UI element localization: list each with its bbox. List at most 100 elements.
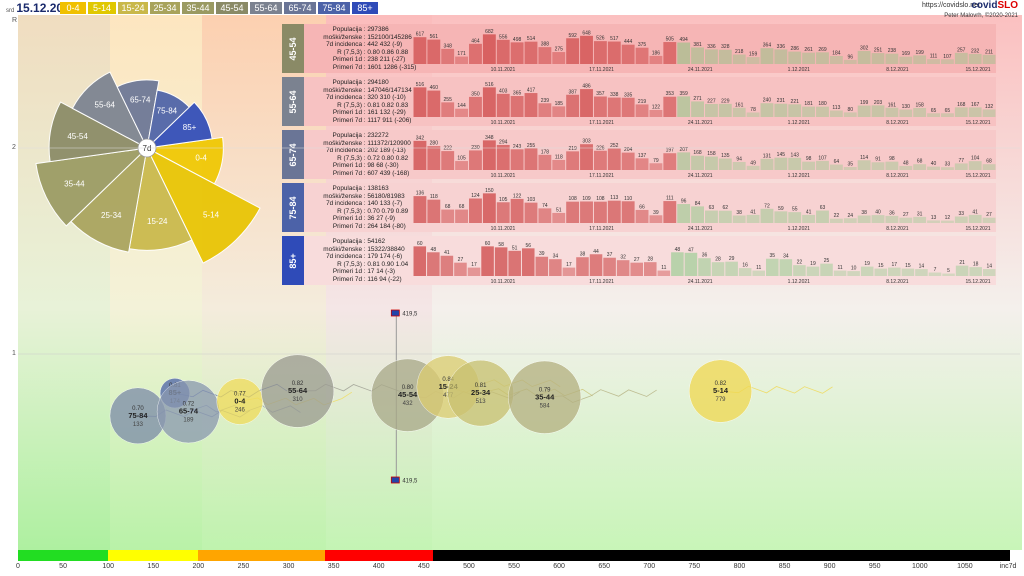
panel-bar (732, 215, 746, 223)
panel-bar-label: 36 (702, 253, 708, 259)
panel-bar-label: 180 (818, 101, 827, 107)
panel-bar-label: 51 (556, 207, 562, 213)
age-button-0-4[interactable]: 0-4 (60, 2, 86, 14)
panel-bar (857, 160, 871, 170)
panel-bar-label: 335 (624, 92, 633, 98)
stat-row: Primeri 1d : 17 14 (-3) (306, 268, 410, 276)
age-button-55-64[interactable]: 55-64 (250, 2, 282, 14)
panel-stats-65-74: Populacija : 232272 moški/ženske : 111372… (306, 132, 411, 178)
panel-tag-label: 85+ (288, 252, 298, 269)
panel-bar (913, 216, 927, 223)
panel-bar (885, 107, 899, 117)
panel-bar-label: 219 (568, 146, 577, 152)
panel-bar (603, 257, 616, 276)
panel-stats-75-84: Populacija : 138163 moški/ženske : 56180/… (306, 185, 410, 231)
panel-bar-label: 68 (986, 159, 992, 165)
stat-row: R (7,5,3) : 0.81 0.90 1.04 (306, 261, 410, 269)
panel-bar-label: 17 (566, 262, 572, 268)
stat-key: Primeri 7d (332, 275, 362, 283)
panel-bar-label: 56 (525, 243, 531, 249)
stat-key: Primeri 1d (332, 215, 362, 223)
stat-value: : 0.81 0.90 1.04 (362, 260, 409, 268)
stat-key: moški/ženske (323, 33, 362, 41)
panel-bar-label: 144 (457, 103, 466, 109)
stat-key: 7d incidenca (326, 41, 362, 49)
panel-tag-65-74[interactable]: 65-74 (282, 130, 304, 179)
stat-value: : 0.81 0.82 0.83 (362, 101, 409, 109)
rose-label-85+: 85+ (183, 123, 197, 132)
age-button-35-44[interactable]: 35-44 (182, 2, 214, 14)
panel-bar (580, 89, 593, 117)
stat-value: : 161 132 (-29) (362, 109, 406, 117)
stat-key: Primeri 1d (332, 162, 362, 170)
stat-key: moški/ženske (323, 86, 362, 94)
panel-bar (913, 107, 927, 117)
panel-bar-label: 111 (930, 54, 938, 60)
panel-bar-label: 204 (624, 147, 633, 153)
age-button-45-54[interactable]: 45-54 (216, 2, 248, 14)
panel-bar-label: 348 (444, 43, 453, 49)
panel-bar-label: 207 (680, 147, 689, 153)
panel-bar-label: 184 (832, 51, 841, 57)
age-button-65-74[interactable]: 65-74 (284, 2, 316, 14)
panel-bar-label: 168 (693, 150, 702, 156)
stat-value: : 264 184 (-80) (362, 222, 406, 230)
panel-bar (427, 199, 441, 223)
panel-bar (915, 269, 928, 276)
panel-bar (576, 257, 589, 276)
panel-bar-label: 231 (777, 98, 786, 104)
site-url[interactable]: https://covidslo.net (922, 2, 980, 9)
panel-bar-label: 84 (695, 201, 701, 207)
panel-bar (621, 201, 635, 223)
panel-tag-85+[interactable]: 85+ (282, 236, 304, 285)
panel-stats-45-54: Populacija : 297386 moški/ženske : 152100… (306, 26, 416, 72)
panel-bar (788, 51, 802, 64)
panel-bar (469, 198, 482, 223)
panel-bar-label: 199 (915, 50, 924, 56)
panel-bar-label: 145 (777, 152, 786, 158)
panel-tag-45-54[interactable]: 45-54 (282, 24, 304, 73)
panel-bar-label: 197 (666, 148, 675, 154)
panel-bar (843, 112, 857, 117)
panel-bar-label: 44 (593, 249, 599, 255)
stat-value: : 1601 1286 (-315) (362, 63, 417, 71)
panel-bar (524, 93, 538, 117)
panel-bar-label: 403 (499, 88, 508, 94)
panel-tag-55-64[interactable]: 55-64 (282, 77, 304, 126)
rose-label-75-84: 75-84 (157, 107, 178, 116)
brand-logo: covidSLO (971, 0, 1018, 11)
panel-bar (698, 258, 711, 276)
author-credit: Peter Malovrh, ©2020-2021 (944, 13, 1018, 19)
panel-bar (552, 212, 566, 223)
panel-bar (732, 107, 746, 117)
panel-bar-label: 60 (485, 241, 491, 247)
panel-bar (885, 53, 899, 64)
panel-bar (510, 42, 524, 64)
panel-tag-75-84[interactable]: 75-84 (282, 183, 304, 232)
panel-bar (942, 273, 955, 276)
stat-row: moški/ženske : 15322/38840 (306, 246, 410, 254)
panel-bar-label: 68 (917, 159, 923, 165)
panel-bar-label: 280 (430, 141, 439, 147)
panel-bar-label: 328 (721, 44, 730, 50)
panel-bar (857, 50, 871, 64)
panel-bar (455, 161, 469, 170)
panel-bar (524, 148, 538, 170)
panel-bar (847, 271, 860, 276)
age-button-15-24[interactable]: 15-24 (118, 2, 148, 14)
panel-bar-label: 15 (905, 263, 911, 269)
panel-bar-label: 167 (971, 102, 980, 108)
age-button-85+[interactable]: 85+ (352, 2, 378, 14)
panel-bar (593, 41, 607, 64)
panel-bar-label: 303 (582, 139, 591, 145)
stat-row: Primeri 1d : 36 27 (-9) (306, 215, 410, 223)
panel-bar-label: 286 (791, 46, 800, 52)
x-tick: 1050 (957, 563, 973, 570)
panel-bar-label: 107 (818, 155, 827, 161)
panel-bar-label: 359 (680, 91, 689, 97)
age-button-5-14[interactable]: 5-14 (88, 2, 116, 14)
panel-bar (649, 55, 663, 64)
age-button-75-84[interactable]: 75-84 (318, 2, 350, 14)
age-button-25-34[interactable]: 25-34 (150, 2, 180, 14)
panel-date-label: 24.11.2021 (688, 226, 713, 232)
